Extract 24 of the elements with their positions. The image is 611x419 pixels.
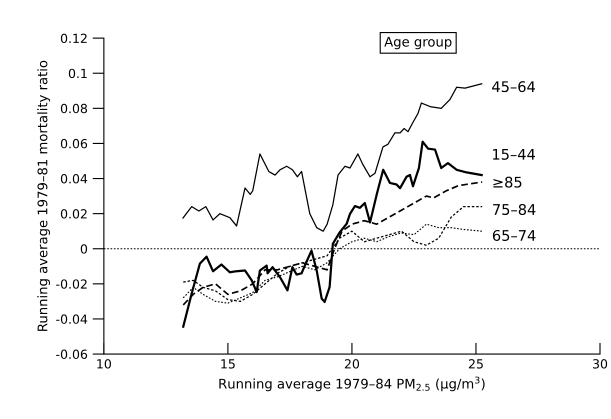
- y-tick-label: 0.12: [60, 34, 87, 44]
- series-label: 75–84: [493, 204, 536, 216]
- y-tick-label: -0.04: [56, 314, 88, 324]
- series-label: 15–44: [493, 148, 535, 160]
- x-tick-label: 25: [468, 359, 483, 369]
- y-tick-label: -0.02: [56, 279, 87, 289]
- y-tick-label: 0: [80, 244, 88, 254]
- x-tick-label: 20: [344, 359, 360, 369]
- y-tick-label: 0.06: [60, 138, 88, 148]
- x-tick-label: 30: [593, 359, 608, 369]
- series-label: 65–74: [492, 230, 536, 241]
- y-tick-label: 0.08: [60, 104, 88, 114]
- legend-title: Age group: [384, 36, 452, 50]
- x-tick-label: 10: [97, 359, 111, 369]
- line-series: [182, 83, 482, 232]
- y-tick-label: 0.02: [60, 209, 87, 219]
- y-tick-label: -0.06: [56, 350, 88, 359]
- y-axis-title: Running average 1979–81 mortality ratio: [37, 60, 50, 331]
- series-label: 45–64: [492, 81, 535, 92]
- y-tick-label: 0.1: [68, 68, 87, 78]
- series-label: ≥85: [493, 176, 522, 188]
- x-tick-label: 15: [221, 359, 235, 369]
- y-tick-label: 0.04: [60, 174, 88, 184]
- x-axis-title: Running average 1979–84 PM$_{2.5}$ (μg/m$^{3}$): [219, 376, 485, 392]
